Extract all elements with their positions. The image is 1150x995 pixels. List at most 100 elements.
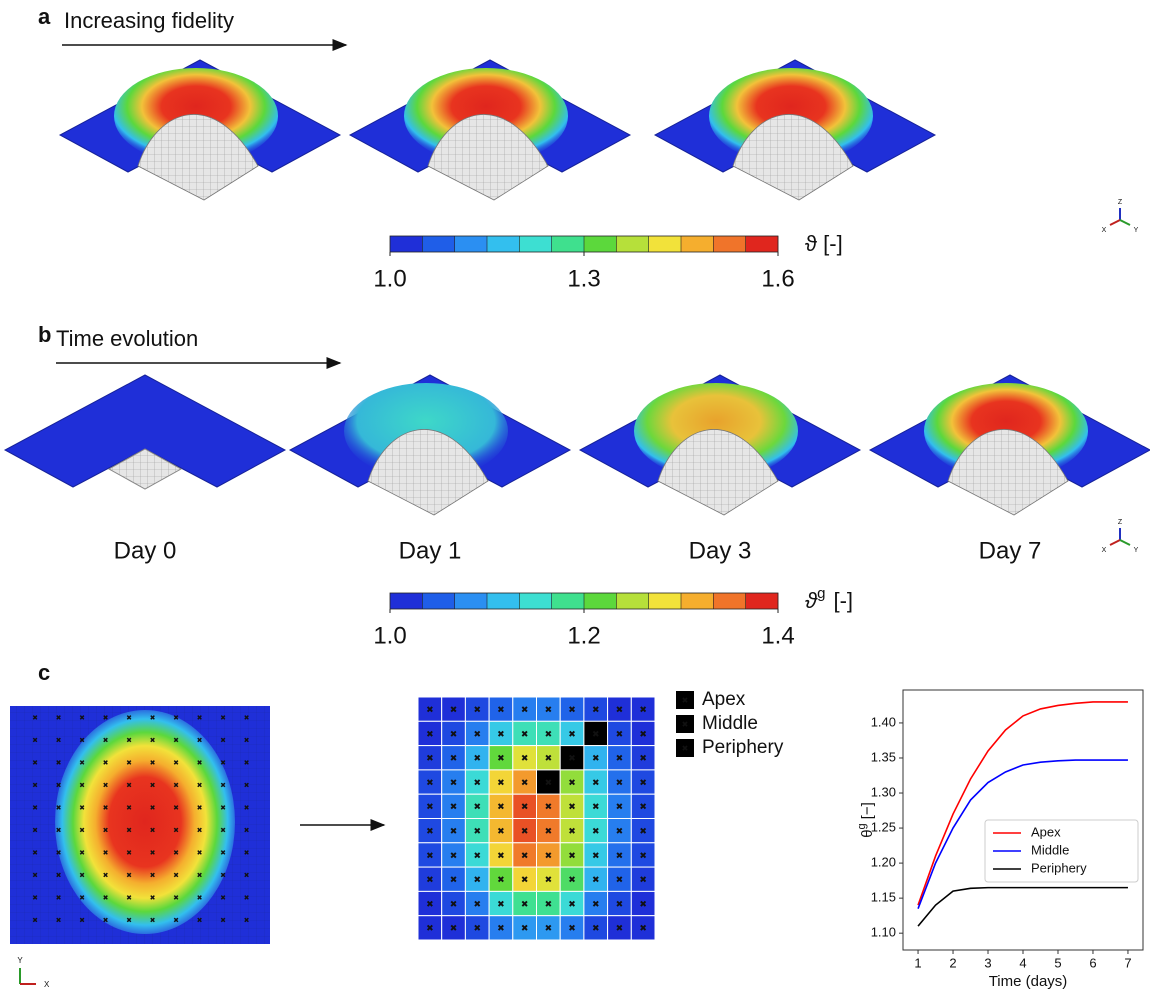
sample-cross: ✖ — [616, 899, 624, 909]
sample-cross: ✖ — [450, 826, 458, 836]
colorbar-segment — [713, 593, 746, 609]
sample-cross: ✖ — [568, 875, 576, 885]
sample-cross: ✖ — [616, 826, 624, 836]
sample-cross: ✖ — [545, 923, 553, 933]
colorbar-segment — [649, 593, 682, 609]
colorbar-tick-label: 1.6 — [761, 265, 794, 292]
sample-cross: ✖ — [497, 899, 505, 909]
sample-cross: ✖ — [244, 917, 250, 924]
sample-cross: ✖ — [79, 872, 85, 879]
sample-cross: ✖ — [173, 715, 179, 722]
sample-cross: ✖ — [56, 805, 62, 812]
colorbar-segment — [422, 236, 455, 252]
colorbar-symbol: ϑ [-] — [805, 231, 843, 256]
sample-cross: ✖ — [545, 802, 553, 812]
sample-cross: ✖ — [244, 805, 250, 812]
sample-cross: ✖ — [150, 895, 156, 902]
sample-cross: ✖ — [197, 805, 203, 812]
axis-letter: Z — [1118, 199, 1123, 206]
sample-cross: ✖ — [197, 895, 203, 902]
colorbar-tick-label: 1.4 — [761, 622, 794, 649]
axis-letter: Y — [1134, 547, 1139, 554]
sample-cross: ✖ — [150, 715, 156, 722]
sample-cross: ✖ — [639, 850, 647, 860]
sample-cross: ✖ — [32, 805, 38, 812]
sample-cross: ✖ — [497, 826, 505, 836]
sample-cross: ✖ — [79, 760, 85, 767]
sample-cross: ✖ — [244, 715, 250, 722]
sample-cross: ✖ — [126, 827, 132, 834]
colorbar-segment — [681, 236, 714, 252]
sample-cross: ✖ — [545, 705, 553, 715]
sample-cross: ✖ — [103, 715, 109, 722]
y-tick-label: 1.35 — [871, 749, 896, 764]
panel-heading: Time evolution — [56, 326, 198, 351]
sample-cross: ✖ — [545, 826, 553, 836]
sample-cross: ✖ — [150, 917, 156, 924]
render — [350, 60, 630, 200]
sample-cross: ✖ — [244, 827, 250, 834]
sample-cross: ✖ — [126, 872, 132, 879]
sample-cross: ✖ — [450, 923, 458, 933]
x-axis-label: Time (days) — [989, 973, 1068, 990]
sample-cross: ✖ — [473, 826, 481, 836]
sample-cross: ✖ — [473, 705, 481, 715]
sample-cross: ✖ — [56, 737, 62, 744]
sample-cross: ✖ — [450, 802, 458, 812]
legend-label: Periphery — [702, 737, 784, 758]
colorbar-segment — [455, 236, 488, 252]
triad-axis — [1110, 540, 1120, 545]
colorbar-segment — [746, 236, 779, 252]
x-tick-label: 6 — [1089, 955, 1096, 970]
sample-cross: ✖ — [639, 705, 647, 715]
sample-cross: ✖ — [592, 777, 600, 787]
sample-cross: ✖ — [521, 753, 529, 763]
sample-cross: ✖ — [126, 805, 132, 812]
sample-cross: ✖ — [616, 850, 624, 860]
sample-cross: ✖ — [244, 737, 250, 744]
sample-cross: ✖ — [79, 827, 85, 834]
sample-cross: ✖ — [173, 760, 179, 767]
sample-cross: ✖ — [616, 729, 624, 739]
sample-cross: ✖ — [173, 850, 179, 857]
sample-cross: ✖ — [56, 827, 62, 834]
x-tick-label: 1 — [914, 955, 921, 970]
sample-cross: ✖ — [639, 923, 647, 933]
legend-label: Middle — [702, 713, 758, 734]
y-tick-label: 1.20 — [871, 855, 896, 870]
sample-cross: ✖ — [173, 827, 179, 834]
sample-cross: ✖ — [79, 805, 85, 812]
legend-label: Periphery — [1031, 860, 1087, 875]
sample-cross: ✖ — [497, 875, 505, 885]
sample-cross: ✖ — [150, 760, 156, 767]
colorbar-segment — [649, 236, 682, 252]
legend-marker: ✖ — [682, 744, 689, 753]
render — [870, 375, 1150, 515]
sample-cross: ✖ — [497, 777, 505, 787]
sample-cross: ✖ — [150, 827, 156, 834]
axis-letter: X — [1102, 227, 1107, 234]
axis-letter: X — [1102, 547, 1107, 554]
sample-cross: ✖ — [244, 872, 250, 879]
sample-cross: ✖ — [473, 802, 481, 812]
sample-cross: ✖ — [592, 802, 600, 812]
sample-cross: ✖ — [568, 850, 576, 860]
sample-cross: ✖ — [220, 760, 226, 767]
colorbar-tick-label: 1.0 — [373, 622, 406, 649]
colorbar-segment — [584, 593, 617, 609]
sample-cross: ✖ — [220, 917, 226, 924]
sample-cross: ✖ — [521, 777, 529, 787]
sample-cross: ✖ — [639, 777, 647, 787]
sample-cross: ✖ — [79, 917, 85, 924]
y-tick-label: 1.30 — [871, 784, 896, 799]
sample-cross: ✖ — [197, 760, 203, 767]
sample-cross: ✖ — [197, 850, 203, 857]
sample-cross: ✖ — [568, 753, 576, 763]
sample-cross: ✖ — [32, 782, 38, 789]
sample-cross: ✖ — [244, 850, 250, 857]
sample-cross: ✖ — [79, 737, 85, 744]
colorbar-segment — [681, 593, 714, 609]
sample-cross: ✖ — [545, 753, 553, 763]
colorbar-tick-label: 1.2 — [567, 622, 600, 649]
x-tick-label: 2 — [949, 955, 956, 970]
